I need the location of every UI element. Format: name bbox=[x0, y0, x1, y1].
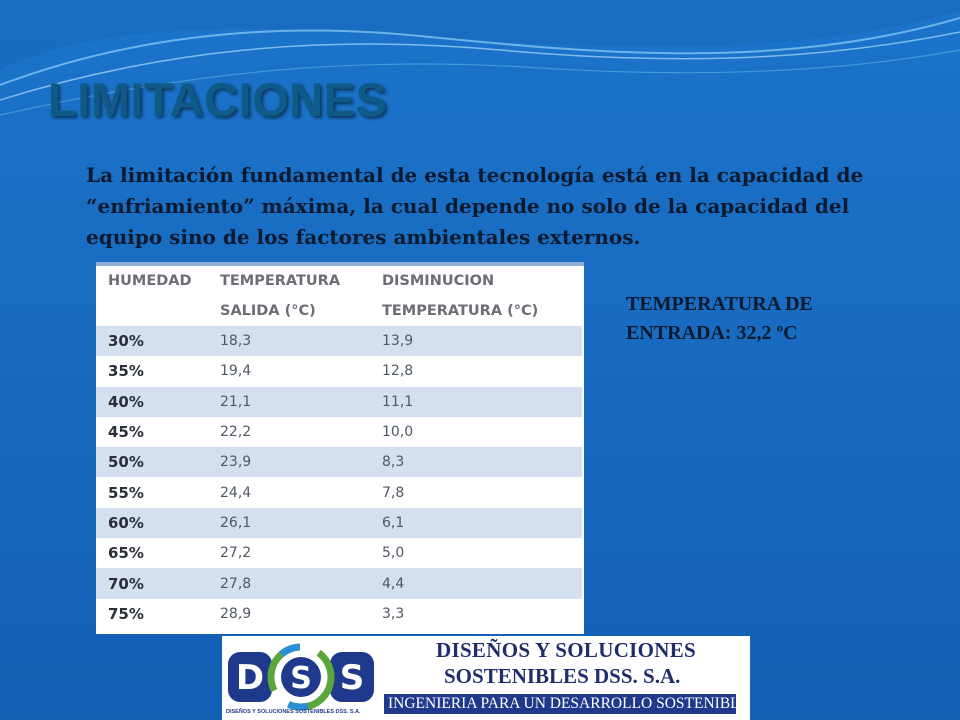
body-paragraph: La limitación fundamental de esta tecnol… bbox=[86, 160, 866, 253]
cell-humedad: 45% bbox=[96, 416, 206, 448]
cell-disminucion: 8,3 bbox=[370, 447, 582, 478]
inlet-temperature-note: TEMPERATURA DE ENTRADA: 32,2 ºC bbox=[626, 290, 886, 348]
side-note-line: TEMPERATURA DE bbox=[626, 293, 813, 315]
table-row: 35% 19,4 12,8 bbox=[96, 356, 582, 387]
humidity-table: HUMEDAD TEMPERATURA SALIDA (°C) DISMINUCI… bbox=[96, 262, 584, 634]
cell-humedad: 60% bbox=[96, 507, 206, 539]
table-row: 70% 27,8 4,4 bbox=[96, 568, 582, 599]
cell-disminucion: 7,8 bbox=[370, 477, 582, 508]
cell-salida: 19,4 bbox=[206, 356, 370, 387]
cell-humedad: 75% bbox=[96, 598, 206, 629]
company-logo-banner: D S S DISEÑOS Y SOLUCIONES SOSTENIBLES D… bbox=[222, 636, 750, 720]
cell-humedad: 40% bbox=[96, 386, 206, 417]
cell-salida: 18,3 bbox=[206, 326, 370, 357]
table-header-row: HUMEDAD TEMPERATURA SALIDA (°C) DISMINUCI… bbox=[96, 266, 582, 326]
cell-humedad: 70% bbox=[96, 568, 206, 599]
body-line: “enfriamiento” máxima, la cual depende n… bbox=[86, 194, 850, 218]
body-line: La limitación fundamental de esta tecnol… bbox=[86, 163, 864, 187]
cell-salida: 27,8 bbox=[206, 568, 370, 599]
cell-disminucion: 6,1 bbox=[370, 507, 582, 539]
company-name-line1: DISEÑOS Y SOLUCIONES bbox=[436, 638, 697, 662]
logo-letter-s-right: S bbox=[340, 658, 365, 698]
cell-salida: 23,9 bbox=[206, 447, 370, 478]
table-row: 50% 23,9 8,3 bbox=[96, 447, 582, 478]
cell-salida: 21,1 bbox=[206, 386, 370, 417]
logo-letter-d: D bbox=[236, 658, 264, 698]
logo-letter-s-center: S bbox=[290, 661, 312, 696]
header-humedad: HUMEDAD bbox=[108, 273, 192, 289]
table-row: 40% 21,1 11,1 bbox=[96, 386, 582, 417]
cell-disminucion: 12,8 bbox=[370, 356, 582, 387]
cell-disminucion: 3,3 bbox=[370, 598, 582, 629]
cell-salida: 22,2 bbox=[206, 416, 370, 448]
cell-humedad: 65% bbox=[96, 538, 206, 569]
header-disminucion: DISMINUCION TEMPERATURA (°C) bbox=[382, 273, 539, 319]
logo-small-caption: DISEÑOS Y SOLUCIONES SOSTENIBLES DSS. S.… bbox=[226, 709, 361, 715]
cell-salida: 24,4 bbox=[206, 477, 370, 508]
header-temperatura-salida: TEMPERATURA SALIDA (°C) bbox=[220, 273, 341, 319]
table-row: 45% 22,2 10,0 bbox=[96, 416, 582, 448]
slide-title: LIMITACIONES bbox=[48, 73, 388, 126]
cell-disminucion: 13,9 bbox=[370, 326, 582, 357]
cell-humedad: 30% bbox=[96, 326, 206, 357]
table-row: 30% 18,3 13,9 bbox=[96, 326, 582, 357]
tagline-bar bbox=[384, 694, 736, 714]
table-row: 75% 28,9 3,3 bbox=[96, 598, 582, 629]
cell-disminucion: 10,0 bbox=[370, 416, 582, 448]
cell-humedad: 50% bbox=[96, 447, 206, 478]
cell-salida: 26,1 bbox=[206, 507, 370, 539]
cell-disminucion: 4,4 bbox=[370, 568, 582, 599]
cell-disminucion: 5,0 bbox=[370, 538, 582, 569]
dss-logo-mark: D S S bbox=[228, 643, 374, 711]
table-row: 65% 27,2 5,0 bbox=[96, 538, 582, 569]
cell-humedad: 55% bbox=[96, 477, 206, 508]
body-line: equipo sino de los factores ambientales … bbox=[86, 225, 641, 249]
table-row: 60% 26,1 6,1 bbox=[96, 507, 582, 539]
table-row: 55% 24,4 7,8 bbox=[96, 477, 582, 508]
cell-humedad: 35% bbox=[96, 356, 206, 387]
side-note-line: ENTRADA: 32,2 ºC bbox=[626, 322, 798, 344]
company-name-line2: SOSTENIBLES DSS. S.A. bbox=[444, 664, 681, 688]
cell-disminucion: 11,1 bbox=[370, 386, 582, 417]
company-tagline: INGENIERIA PARA UN DESARROLLO SOSTENIBLE bbox=[388, 695, 750, 712]
wave-decoration bbox=[0, 0, 960, 116]
cell-salida: 27,2 bbox=[206, 538, 370, 569]
cell-salida: 28,9 bbox=[206, 598, 370, 629]
